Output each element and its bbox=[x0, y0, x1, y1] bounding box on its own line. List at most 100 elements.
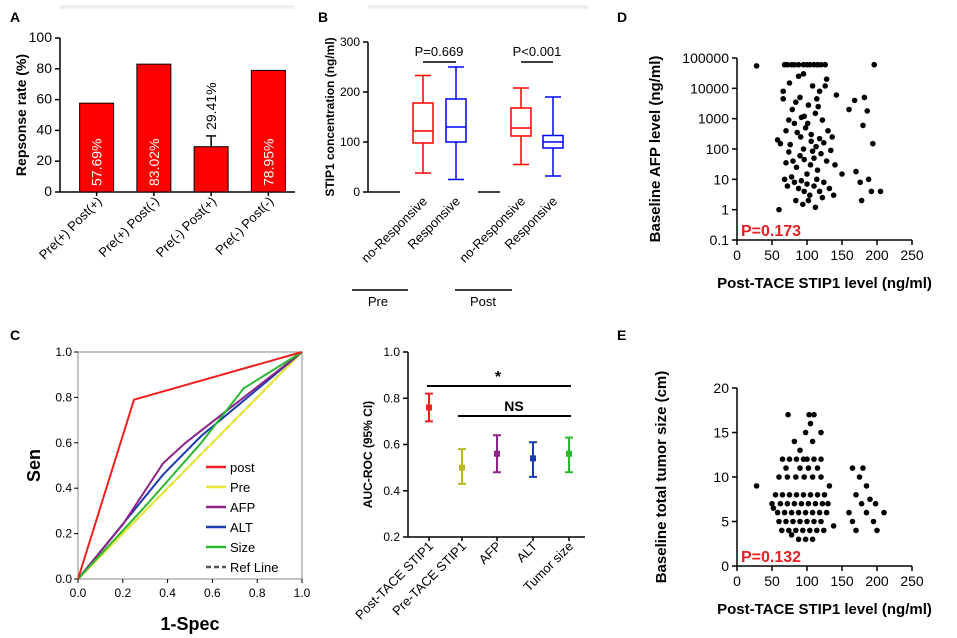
roc-line-pre bbox=[77, 351, 303, 580]
box bbox=[510, 107, 532, 137]
data-point bbox=[821, 492, 828, 498]
legend-label: Size bbox=[230, 540, 255, 555]
data-point bbox=[794, 129, 800, 136]
data-point bbox=[816, 135, 823, 142]
data-point bbox=[802, 429, 809, 436]
data-point bbox=[789, 106, 796, 113]
data-point bbox=[802, 536, 809, 543]
y-tick-label: 1000 bbox=[698, 111, 729, 127]
panel-label-a: A bbox=[10, 9, 20, 25]
x-tick-label: 150 bbox=[830, 573, 854, 589]
y-tick-label: 1.0 bbox=[383, 345, 400, 359]
y-tick-label: 1.0 bbox=[55, 345, 72, 359]
set-label: Post bbox=[470, 294, 496, 309]
x-axis-title: 1-Spec bbox=[160, 614, 219, 634]
data-point bbox=[791, 500, 798, 507]
data-point bbox=[811, 518, 817, 525]
data-point bbox=[798, 114, 805, 121]
data-point bbox=[858, 197, 865, 204]
data-point bbox=[811, 155, 817, 161]
data-point bbox=[797, 152, 803, 159]
y-tick-label: 0.4 bbox=[55, 481, 72, 495]
data-point bbox=[818, 61, 824, 68]
y-axis-title: AUC-ROC (95% CI) bbox=[361, 401, 375, 508]
x-tick-label: 250 bbox=[900, 247, 924, 263]
data-point bbox=[795, 61, 802, 68]
y-tick-label: 100 bbox=[29, 29, 53, 45]
x-tick-label: 50 bbox=[764, 247, 780, 263]
p-value-label: P=0.173 bbox=[741, 223, 801, 240]
bar bbox=[193, 146, 229, 193]
data-point bbox=[800, 146, 807, 152]
data-point bbox=[823, 158, 830, 164]
data-point bbox=[806, 411, 812, 418]
x-tick-label: 0.0 bbox=[70, 586, 87, 600]
data-point bbox=[828, 147, 834, 154]
data-point bbox=[826, 185, 833, 192]
data-point bbox=[870, 518, 877, 525]
data-point bbox=[780, 88, 786, 95]
data-point bbox=[814, 527, 820, 534]
y-tick-label: 60 bbox=[36, 91, 52, 107]
data-point bbox=[814, 96, 820, 102]
panel-label-c: C bbox=[10, 327, 20, 343]
data-point bbox=[809, 83, 816, 89]
y-tick-label: 100 bbox=[706, 141, 730, 157]
data-point bbox=[857, 179, 863, 186]
data-point bbox=[825, 500, 831, 507]
data-point bbox=[798, 177, 805, 184]
y-axis-title: STIP1 concentration (ng/ml) bbox=[323, 37, 337, 196]
data-point bbox=[793, 456, 800, 463]
data-point bbox=[777, 140, 784, 147]
bar-value-label: 78.95% bbox=[260, 139, 276, 186]
data-point bbox=[800, 527, 806, 534]
data-point bbox=[781, 176, 788, 183]
data-point bbox=[805, 102, 812, 108]
auc-point bbox=[426, 404, 432, 411]
data-point bbox=[793, 99, 799, 105]
x-tick-label: 200 bbox=[865, 247, 889, 263]
data-point bbox=[819, 117, 826, 123]
data-point bbox=[800, 201, 806, 208]
roc-line-post bbox=[77, 351, 303, 580]
data-point bbox=[874, 527, 880, 534]
data-point bbox=[776, 474, 782, 480]
data-point bbox=[776, 206, 782, 213]
x-tick-label: 0 bbox=[733, 247, 741, 263]
panel-b-header-bar bbox=[368, 5, 588, 9]
data-point bbox=[865, 176, 872, 183]
legend-label: Ref Line bbox=[230, 560, 278, 575]
data-point bbox=[849, 518, 856, 525]
p-value-label: P<0.001 bbox=[513, 44, 562, 59]
data-point bbox=[809, 536, 816, 543]
data-point bbox=[791, 438, 798, 445]
y-axis-title: Baseline AFP level (ng/ml) bbox=[647, 56, 664, 243]
data-point bbox=[833, 92, 840, 98]
y-tick-label: 10 bbox=[713, 469, 729, 485]
auc-point bbox=[459, 464, 465, 471]
data-point bbox=[812, 110, 819, 117]
x-axis-title: Post-TACE STIP1 level (ng/ml) bbox=[717, 275, 932, 292]
data-point bbox=[788, 532, 795, 538]
y-tick-label: 300 bbox=[340, 35, 360, 49]
data-point bbox=[814, 492, 821, 498]
data-point bbox=[853, 492, 859, 498]
data-point bbox=[864, 108, 870, 114]
data-point bbox=[846, 106, 852, 113]
x-tick-label: Pre(-) Post(-) bbox=[212, 194, 276, 258]
data-point bbox=[784, 61, 791, 68]
data-point bbox=[872, 500, 879, 507]
panel-label-b: B bbox=[318, 9, 328, 25]
data-point bbox=[797, 465, 803, 471]
data-point bbox=[846, 509, 852, 516]
y-tick-label: 0.0 bbox=[55, 572, 72, 586]
data-point bbox=[839, 171, 845, 177]
data-point bbox=[826, 483, 833, 489]
data-point bbox=[793, 527, 799, 534]
data-point bbox=[788, 174, 795, 180]
data-point bbox=[770, 505, 777, 511]
x-tick-label: 0 bbox=[733, 573, 741, 589]
data-point bbox=[801, 156, 807, 163]
data-point bbox=[802, 124, 809, 131]
data-point bbox=[811, 411, 817, 418]
